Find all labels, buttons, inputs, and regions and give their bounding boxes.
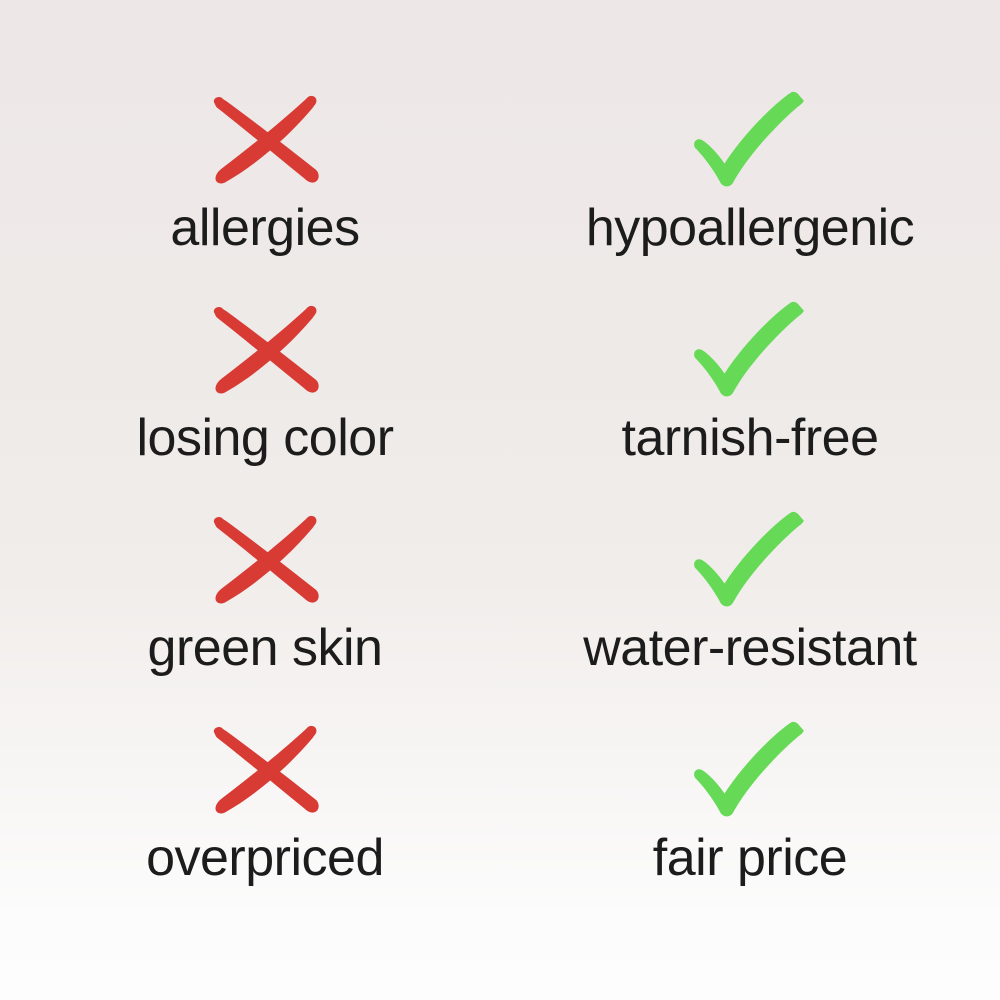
- con-item: overpriced: [15, 682, 515, 892]
- con-label: overpriced: [146, 829, 384, 887]
- red-x-icon: [210, 300, 320, 400]
- pro-label: tarnish-free: [621, 409, 880, 467]
- green-check-icon: [691, 720, 809, 820]
- con-label: losing color: [136, 409, 394, 467]
- pro-label: water-resistant: [583, 619, 917, 677]
- con-label: green skin: [147, 619, 383, 677]
- pro-item: fair price: [500, 682, 1000, 892]
- con-item: allergies: [15, 52, 515, 262]
- green-check-icon: [691, 510, 809, 610]
- comparison-board: allergies hypoallergenic losing color: [15, 52, 1000, 892]
- con-item: green skin: [15, 472, 515, 682]
- green-check-icon: [691, 90, 809, 190]
- green-check-icon: [691, 300, 809, 400]
- pro-item: water-resistant: [500, 472, 1000, 682]
- pro-item: tarnish-free: [500, 262, 1000, 472]
- red-x-icon: [210, 510, 320, 610]
- red-x-icon: [210, 720, 320, 820]
- con-item: losing color: [15, 262, 515, 472]
- con-label: allergies: [170, 199, 360, 257]
- pro-item: hypoallergenic: [500, 52, 1000, 262]
- pro-label: hypoallergenic: [585, 199, 915, 257]
- pro-label: fair price: [652, 829, 848, 887]
- red-x-icon: [210, 90, 320, 190]
